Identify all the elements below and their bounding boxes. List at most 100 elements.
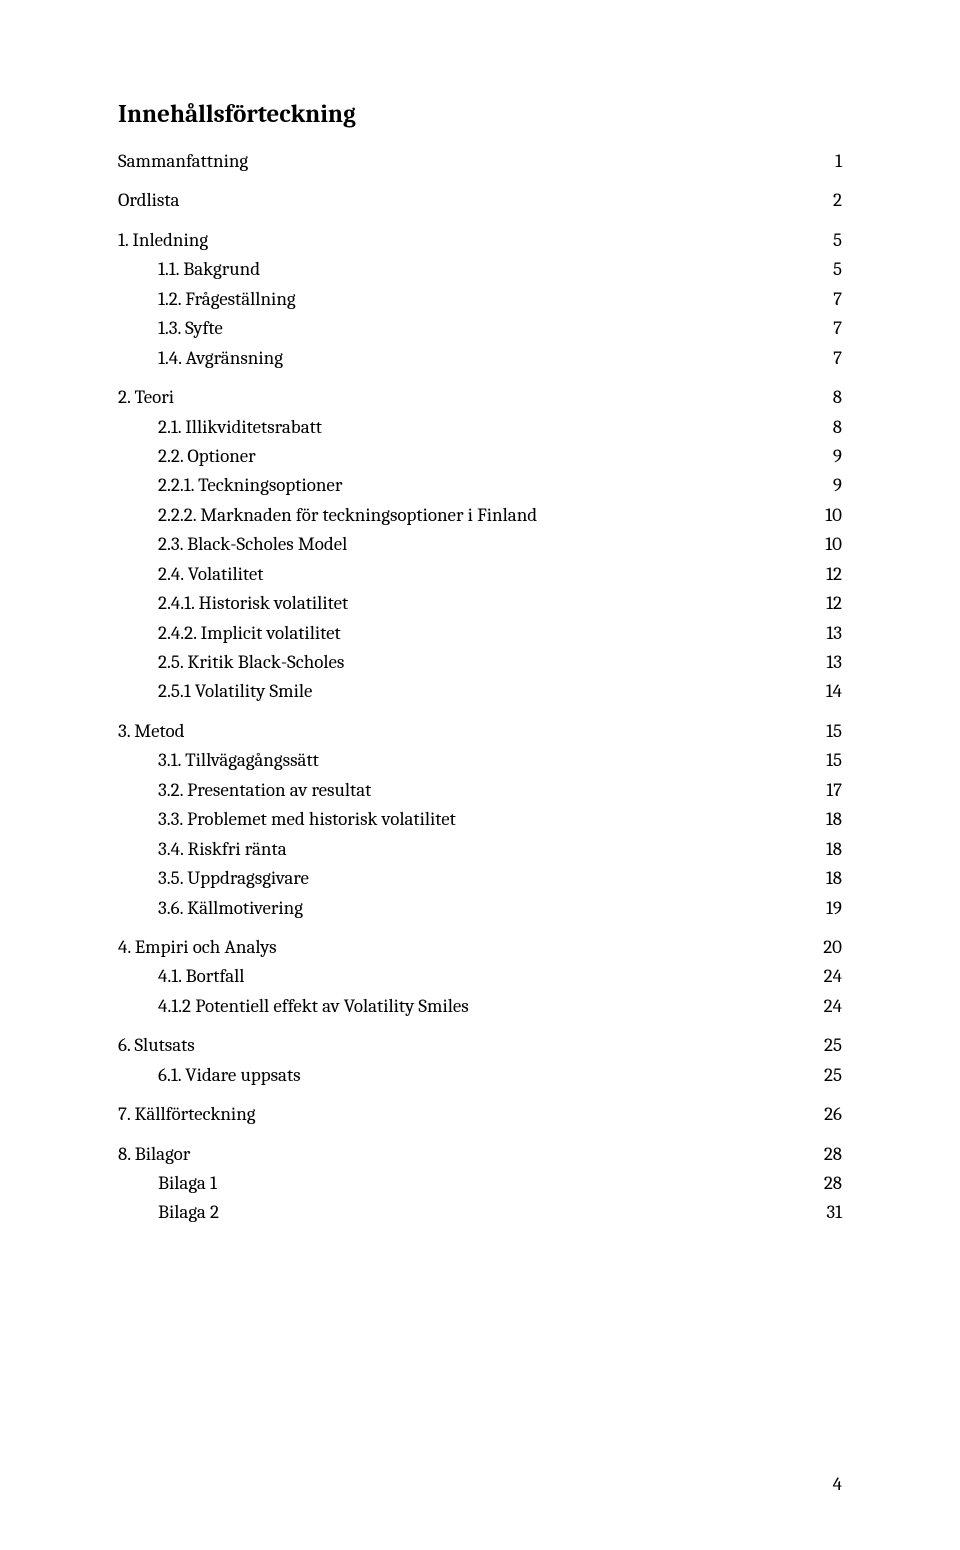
toc-entry-label: 3. Metod (118, 717, 185, 746)
toc-entry-page: 24 (802, 962, 842, 991)
toc-row: 3. Metod 15 (118, 717, 842, 746)
toc-entry-label: 2.5. Kritik Black-Scholes (158, 648, 344, 677)
toc-entry-label: 2.2.1. Teckningsoptioner (158, 471, 342, 500)
toc-row: 6. Slutsats 25 (118, 1031, 842, 1060)
toc-entry-label: 4.1.2 Potentiell effekt av Volatility Sm… (158, 992, 469, 1021)
toc-entry-label: 3.1. Tillvägagångssätt (158, 746, 319, 775)
toc-entry-label: 1. Inledning (118, 226, 208, 255)
toc-entry-page: 17 (802, 776, 842, 805)
toc-row: 3.5. Uppdragsgivare 18 (158, 864, 842, 893)
toc-entry-label: 2. Teori (118, 383, 174, 412)
toc-row: 4.1.2 Potentiell effekt av Volatility Sm… (158, 992, 842, 1021)
toc-row: 3.6. Källmotivering 19 (158, 894, 842, 923)
toc-list: Sammanfattning1Ordlista21. Inledning51.1… (118, 147, 842, 1228)
toc-row: 3.2. Presentation av resultat 17 (158, 776, 842, 805)
toc-row: 7. Källförteckning 26 (118, 1100, 842, 1129)
toc-entry-page: 2 (802, 186, 842, 215)
toc-entry-page: 31 (802, 1198, 842, 1227)
toc-entry-page: 18 (802, 864, 842, 893)
toc-entry-page: 7 (802, 344, 842, 373)
toc-entry-label: 1.3. Syfte (158, 314, 223, 343)
toc-entry-page: 25 (802, 1031, 842, 1060)
toc-entry-page: 12 (802, 589, 842, 618)
toc-row: 2.1. Illikviditetsrabatt 8 (158, 413, 842, 442)
toc-entry-label: 2.4. Volatilitet (158, 560, 263, 589)
toc-row: 1.3. Syfte 7 (158, 314, 842, 343)
toc-entry-page: 10 (802, 530, 842, 559)
toc-row: 4. Empiri och Analys 20 (118, 933, 842, 962)
toc-row: 3.4. Riskfri ränta 18 (158, 835, 842, 864)
toc-entry-label: 3.4. Riskfri ränta (158, 835, 287, 864)
toc-entry-page: 19 (802, 894, 842, 923)
toc-row: 1. Inledning 5 (118, 226, 842, 255)
toc-entry-label: Sammanfattning (118, 147, 248, 176)
toc-row: 2. Teori 8 (118, 383, 842, 412)
page-number-footer: 4 (833, 1473, 842, 1495)
toc-entry-label: 2.2.2. Marknaden för teckningsoptioner i… (158, 501, 537, 530)
toc-row: 2.5. Kritik Black-Scholes 13 (158, 648, 842, 677)
toc-row: 3.1. Tillvägagångssätt 15 (158, 746, 842, 775)
toc-entry-page: 25 (802, 1061, 842, 1090)
toc-entry-page: 7 (802, 314, 842, 343)
toc-entry-page: 20 (802, 933, 842, 962)
toc-entry-label: Bilaga 2 (158, 1198, 219, 1227)
toc-entry-label: 2.1. Illikviditetsrabatt (158, 413, 322, 442)
toc-row: 2.4.1. Historisk volatilitet 12 (158, 589, 842, 618)
toc-entry-page: 7 (802, 285, 842, 314)
toc-entry-label: Bilaga 1 (158, 1169, 217, 1198)
toc-row: 4.1. Bortfall24 (158, 962, 842, 991)
toc-entry-label: 3.6. Källmotivering (158, 894, 303, 923)
toc-title: Innehållsförteckning (118, 100, 842, 129)
toc-entry-page: 24 (802, 992, 842, 1021)
toc-entry-page: 26 (802, 1100, 842, 1129)
toc-entry-label: Ordlista (118, 186, 179, 215)
toc-row: 1.2. Frågeställning 7 (158, 285, 842, 314)
toc-row: Bilaga 1 28 (158, 1169, 842, 1198)
toc-row: 3.3. Problemet med historisk volatilitet… (158, 805, 842, 834)
toc-row: 6.1. Vidare uppsats 25 (158, 1061, 842, 1090)
toc-entry-page: 8 (802, 413, 842, 442)
toc-entry-label: 3.5. Uppdragsgivare (158, 864, 309, 893)
toc-row: 8. Bilagor 28 (118, 1140, 842, 1169)
toc-entry-page: 18 (802, 805, 842, 834)
toc-entry-page: 9 (802, 471, 842, 500)
toc-entry-page: 28 (802, 1169, 842, 1198)
toc-entry-label: 6.1. Vidare uppsats (158, 1061, 301, 1090)
toc-entry-label: 3.2. Presentation av resultat (158, 776, 371, 805)
toc-entry-label: 3.3. Problemet med historisk volatilitet (158, 805, 456, 834)
toc-entry-label: 8. Bilagor (118, 1140, 190, 1169)
toc-entry-page: 9 (802, 442, 842, 471)
toc-row: Sammanfattning 1 (118, 147, 842, 176)
toc-entry-page: 14 (802, 677, 842, 706)
toc-entry-page: 10 (802, 501, 842, 530)
toc-entry-label: 7. Källförteckning (118, 1100, 256, 1129)
toc-row: 1.1. Bakgrund 5 (158, 255, 842, 284)
toc-row: 2.2.1. Teckningsoptioner 9 (158, 471, 842, 500)
toc-entry-page: 12 (802, 560, 842, 589)
toc-row: Bilaga 2 31 (158, 1198, 842, 1227)
toc-row: 1.4. Avgränsning7 (158, 344, 842, 373)
toc-entry-page: 13 (802, 648, 842, 677)
toc-entry-page: 5 (802, 255, 842, 284)
toc-entry-label: 1.2. Frågeställning (158, 285, 296, 314)
toc-entry-label: 2.5.1 Volatility Smile (158, 677, 312, 706)
toc-entry-page: 5 (802, 226, 842, 255)
toc-row: 2.3. Black-Scholes Model 10 (158, 530, 842, 559)
toc-entry-label: 6. Slutsats (118, 1031, 195, 1060)
toc-entry-page: 1 (802, 147, 842, 176)
toc-row: 2.4.2. Implicit volatilitet 13 (158, 619, 842, 648)
toc-entry-label: 2.4.2. Implicit volatilitet (158, 619, 341, 648)
toc-entry-label: 4. Empiri och Analys (118, 933, 277, 962)
toc-entry-label: 2.3. Black-Scholes Model (158, 530, 347, 559)
toc-entry-page: 13 (802, 619, 842, 648)
toc-entry-label: 2.2. Optioner (158, 442, 256, 471)
toc-row: 2.2. Optioner 9 (158, 442, 842, 471)
toc-entry-page: 15 (802, 717, 842, 746)
toc-entry-page: 15 (802, 746, 842, 775)
toc-entry-page: 28 (802, 1140, 842, 1169)
toc-entry-page: 8 (802, 383, 842, 412)
toc-entry-page: 18 (802, 835, 842, 864)
toc-entry-label: 2.4.1. Historisk volatilitet (158, 589, 348, 618)
toc-row: 2.5.1 Volatility Smile 14 (158, 677, 842, 706)
toc-entry-label: 1.1. Bakgrund (158, 255, 260, 284)
